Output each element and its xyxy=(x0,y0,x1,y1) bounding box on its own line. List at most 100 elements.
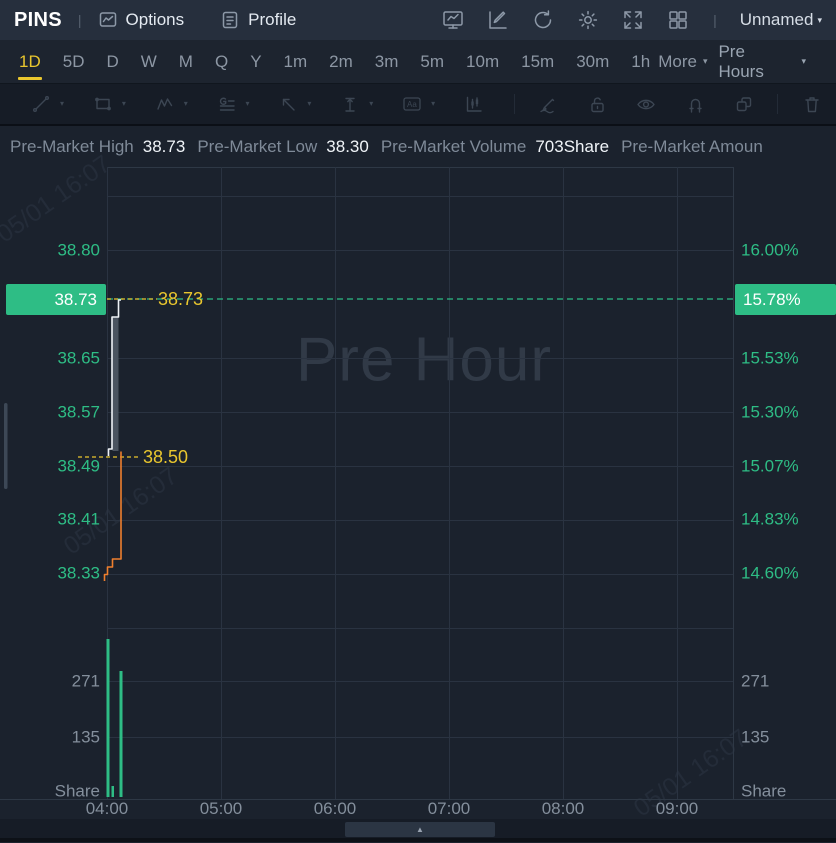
price-tick: 38.57 xyxy=(57,402,100,422)
reference-marker-label: 38.50 xyxy=(143,447,189,467)
chevron-down-icon: ▾ xyxy=(121,99,126,108)
tab-1d[interactable]: 1D xyxy=(8,40,52,83)
unlock-icon xyxy=(586,93,608,115)
arrow-tool[interactable]: ▾ xyxy=(277,93,339,115)
time-tick: 07:00 xyxy=(427,799,471,818)
topbar-divider: | xyxy=(77,12,82,28)
settings-gear-icon[interactable] xyxy=(576,8,600,32)
tab-30m[interactable]: 30m xyxy=(576,51,610,71)
price-range-tool[interactable]: ▾ xyxy=(339,93,401,115)
layout-grid-icon[interactable] xyxy=(666,8,690,32)
bottom-bar: ▲ xyxy=(0,819,836,842)
stat-label: Pre-Market Volume xyxy=(380,136,527,156)
rectangle-tool[interactable]: ▾ xyxy=(92,93,154,115)
options-chart-icon xyxy=(98,10,118,30)
tab-5m[interactable]: 5m xyxy=(420,51,445,71)
tab-q[interactable]: Q xyxy=(214,51,229,71)
visibility-tool[interactable] xyxy=(622,93,671,115)
price-tick: 38.65 xyxy=(57,348,100,368)
price-line-above-ref xyxy=(107,299,121,456)
topbar-divider-2: | xyxy=(713,12,717,28)
wave-tool[interactable]: ▾ xyxy=(154,93,216,115)
tab-m[interactable]: M xyxy=(178,51,193,71)
pct-tick: 15.53% xyxy=(741,348,799,368)
chart-canvas[interactable]: 05/01 16:07 05/01 16:07 05/01 16:07 Pre … xyxy=(0,150,836,822)
tab-w[interactable]: W xyxy=(140,51,157,71)
ticker-symbol: PINS xyxy=(14,8,62,31)
high-marker-label: 38.73 xyxy=(158,289,204,309)
profile-button[interactable]: Profile xyxy=(220,10,296,30)
gann-tool[interactable]: ▾ xyxy=(216,93,278,115)
stat-value: 38.73 xyxy=(142,136,186,156)
stat-label: Pre-Market Amoun xyxy=(621,136,763,156)
volume-bars xyxy=(106,639,123,797)
text-tool[interactable]: Aa ▾ xyxy=(401,93,463,115)
tab-1h[interactable]: 1h xyxy=(631,51,651,71)
monitor-chart-icon[interactable] xyxy=(441,8,465,32)
brush-icon xyxy=(537,93,559,115)
tab-d[interactable]: D xyxy=(106,51,119,71)
volume-tick: 135 xyxy=(741,727,770,747)
options-label: Options xyxy=(125,10,185,29)
magnet-icon xyxy=(684,93,706,115)
magnet-tool[interactable] xyxy=(670,93,719,115)
price-range-icon xyxy=(339,93,361,115)
tab-1m[interactable]: 1m xyxy=(283,51,308,71)
tab-10m[interactable]: 10m xyxy=(466,51,500,71)
overlapping-squares-icon xyxy=(733,93,755,115)
trend-line-tool[interactable]: ▾ xyxy=(30,93,92,115)
volume-tick: 135 xyxy=(71,727,100,747)
workspace-selector[interactable]: Unnamed ▾ xyxy=(740,10,822,30)
chevron-down-icon: ▾ xyxy=(245,99,250,108)
topbar-actions: | Unnamed ▾ xyxy=(441,8,822,32)
delete-tool[interactable] xyxy=(787,93,836,115)
pct-tick: 15.07% xyxy=(741,456,799,476)
tab-2m[interactable]: 2m xyxy=(329,51,353,71)
time-tick: 04:00 xyxy=(85,799,129,818)
svg-text:Aa: Aa xyxy=(407,100,417,109)
collapse-up-icon: ▲ xyxy=(416,825,424,834)
options-button[interactable]: Options xyxy=(98,10,185,30)
stat-label: Pre-Market High xyxy=(10,136,134,156)
bring-forward-tool[interactable] xyxy=(719,93,768,115)
trash-icon xyxy=(801,93,823,115)
horizontal-scrollbar[interactable]: ▲ xyxy=(345,822,495,837)
tab-3m[interactable]: 3m xyxy=(374,51,399,71)
tab-more[interactable]: More ▾ xyxy=(658,51,708,71)
fullscreen-expand-icon[interactable] xyxy=(621,8,645,32)
brush-tool[interactable] xyxy=(524,93,573,115)
price-oscillation-band xyxy=(112,317,119,451)
timeframe-bar: 1D 5D D W M Q Y 1m 2m 3m 5m 10m 15m 30m … xyxy=(0,40,836,84)
price-tick: 38.80 xyxy=(57,240,100,260)
session-watermark: Pre Hour xyxy=(295,325,553,395)
candlestick-pattern-tool[interactable] xyxy=(463,93,505,115)
topbar: PINS | Options Profile xyxy=(0,0,836,40)
volume-unit-label: Share xyxy=(54,781,100,801)
price-volume-plot xyxy=(0,167,836,800)
trend-line-icon xyxy=(30,93,52,115)
tab-y[interactable]: Y xyxy=(250,51,262,71)
refresh-icon[interactable] xyxy=(531,8,555,32)
text-icon: Aa xyxy=(401,93,423,115)
lock-tool[interactable] xyxy=(573,93,622,115)
time-tick: 08:00 xyxy=(541,799,585,818)
candlestick-chart-icon xyxy=(463,93,485,115)
price-tick: 38.41 xyxy=(57,509,100,529)
last-price-badge: 38.73 xyxy=(6,284,106,315)
tab-5d[interactable]: 5D xyxy=(62,51,85,71)
pct-tick: 16.00% xyxy=(741,240,799,260)
volume-tick: 271 xyxy=(741,671,770,691)
profile-document-icon xyxy=(220,10,240,30)
chevron-down-icon: ▾ xyxy=(702,56,708,66)
volume-unit-label: Share xyxy=(741,781,787,801)
edit-chart-icon[interactable] xyxy=(486,8,510,32)
chevron-down-icon: ▾ xyxy=(183,99,188,108)
pct-tick: 15.30% xyxy=(741,402,799,422)
chevron-down-icon: ▾ xyxy=(60,99,65,108)
tab-15m[interactable]: 15m xyxy=(521,51,555,71)
rectangle-icon xyxy=(92,93,114,115)
toolbar-separator xyxy=(513,94,515,114)
price-line-below-ref xyxy=(103,451,122,581)
session-selector[interactable]: Pre Hours ▾ xyxy=(718,42,828,82)
